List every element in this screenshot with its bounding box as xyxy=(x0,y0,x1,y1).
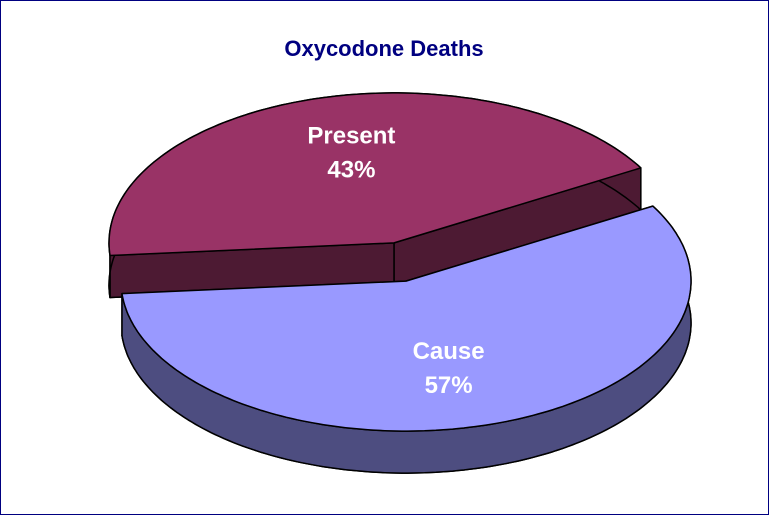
slice-value-label: 43% xyxy=(327,157,375,184)
slice-top xyxy=(108,92,642,257)
slice-top xyxy=(121,205,692,432)
slice-label: Cause xyxy=(413,338,485,365)
chart-title: Oxycodone Deaths xyxy=(284,36,483,61)
pie-slice xyxy=(108,92,642,299)
slice-value-label: 57% xyxy=(425,372,473,399)
slice-label: Present xyxy=(307,123,395,150)
pie-slice xyxy=(121,205,692,474)
